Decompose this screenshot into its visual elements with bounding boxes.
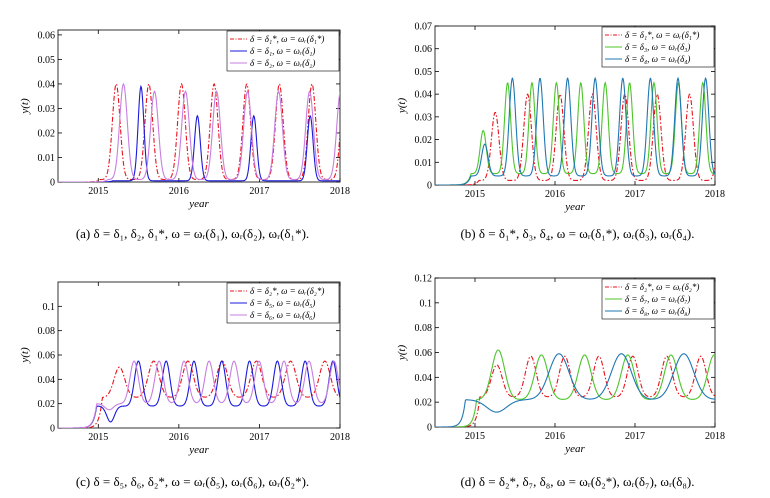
x-tick-label: 2018 — [705, 431, 725, 442]
legend-label: δ = δ₃, ω = ωᵣ(δ₃) — [625, 42, 690, 52]
y-tick-label: 0.03 — [415, 112, 433, 123]
legend-label: δ = δ₇, ω = ωᵣ(δ₇) — [625, 294, 690, 304]
series-line-0 — [435, 93, 715, 185]
series-line-1 — [435, 81, 715, 185]
y-tick-label: 0.03 — [38, 104, 56, 115]
y-tick-label: 0 — [427, 423, 432, 434]
y-tick-label: 0.07 — [415, 22, 433, 33]
x-axis-label: year — [188, 444, 209, 456]
x-tick-label: 2018 — [330, 186, 350, 197]
series-group — [435, 76, 715, 185]
legend-label: δ = δ₁, ω = ωᵣ(δ₁) — [250, 46, 315, 56]
x-axis-label: year — [564, 443, 585, 455]
y-tick-label: 0 — [50, 178, 55, 189]
series-line-2 — [435, 76, 715, 185]
series-line-1 — [58, 84, 340, 182]
series-line-2 — [435, 353, 715, 427]
y-tick-label: 0.06 — [38, 351, 56, 362]
series-group — [58, 82, 340, 182]
x-tick-label: 2017 — [625, 189, 645, 200]
caption-d: (d) δ = δ₂*, δ₇, δ₈, ω = ωᵣ(δ₂*), ωᵣ(δ₇)… — [460, 474, 695, 489]
x-tick-label: 2017 — [625, 431, 645, 442]
x-tick-label: 2016 — [169, 432, 189, 443]
y-axis-label: y(t) — [19, 347, 31, 364]
legend-label: δ = δ₆, ω = ωᵣ(δ₆) — [250, 310, 315, 320]
y-tick-label: 0.02 — [415, 398, 433, 409]
y-tick-label: 0.06 — [38, 30, 56, 41]
series-line-2 — [58, 360, 340, 428]
y-tick-label: 0.01 — [415, 158, 433, 169]
series-line-1 — [58, 360, 340, 428]
chart-panel-d: 2015 2016 2017 2018 0 0.02 0.04 0.06 0.08 0.1 0.12… — [396, 274, 725, 456]
series-group — [58, 360, 340, 428]
chart-panel-a: 2015 2016 2017 2018 0 0.01 0.02 0.03 0.04 0.05 0.0… — [19, 29, 350, 210]
y-tick-label: 0.1 — [420, 298, 433, 309]
x-tick-label: 2016 — [545, 431, 565, 442]
chart-panel-c: 2015 2016 2017 2018 0 0.02 0.04 0.06 0.08 0.1 year… — [19, 281, 350, 456]
y-axis-label: y(t) — [396, 345, 408, 362]
y-tick-label: 0 — [427, 181, 432, 192]
x-tick-label: 2015 — [88, 432, 108, 443]
caption-b: (b) δ = δ₁*, δ₃, δ₄, ω = ωᵣ(δ₁*), ωᵣ(δ₃)… — [460, 226, 695, 241]
x-tick-label: 2018 — [330, 432, 350, 443]
y-tick-label: 0.08 — [38, 326, 56, 337]
y-tick-label: 0.02 — [38, 128, 56, 139]
y-tick-label: 0.05 — [415, 67, 433, 78]
y-tick-label: 0.08 — [415, 323, 433, 334]
x-tick-label: 2015 — [88, 186, 108, 197]
legend-box — [601, 26, 715, 68]
legend-label: δ = δ₁*, ω = ωᵣ(δ₁*) — [625, 30, 699, 40]
series-group — [435, 349, 715, 427]
x-axis-label: year — [564, 201, 585, 213]
y-axis-label: y(t) — [396, 98, 408, 115]
legend-label: δ = δ₂, ω = ωᵣ(δ₂) — [250, 58, 315, 68]
caption-c: (c) δ = δ₅, δ₆, δ₂*, ω = ωᵣ(δ₅), ωᵣ(δ₆),… — [75, 474, 310, 489]
y-tick-label: 0.1 — [43, 302, 56, 313]
y-tick-label: 0.12 — [415, 274, 433, 285]
x-tick-label: 2017 — [249, 186, 269, 197]
y-axis-label: y(t) — [19, 98, 31, 115]
x-tick-label: 2016 — [169, 186, 189, 197]
x-tick-label: 2018 — [705, 189, 725, 200]
series-line-2 — [58, 82, 340, 182]
x-tick-label: 2017 — [249, 432, 269, 443]
y-tick-label: 0.06 — [415, 44, 433, 55]
chart-panel-b: 2015 2016 2017 2018 0 0.01 0.02 0.03 0.04 0.05 0.0… — [396, 22, 725, 214]
x-tick-label: 2015 — [465, 189, 485, 200]
legend-label: δ = δ₈, ω = ωᵣ(δ₈) — [625, 306, 690, 316]
legend-label: δ = δ₂*, ω = ωᵣ(δ₂*) — [250, 286, 324, 296]
legend-label: δ = δ₂*, ω = ωᵣ(δ₂*) — [625, 282, 699, 292]
x-tick-label: 2015 — [465, 431, 485, 442]
x-axis-label: year — [188, 198, 209, 210]
y-tick-label: 0.04 — [38, 79, 56, 90]
y-tick-label: 0.02 — [38, 399, 56, 410]
y-tick-label: 0 — [50, 424, 55, 435]
series-line-1 — [435, 349, 715, 427]
y-tick-label: 0.06 — [415, 348, 433, 359]
legend-label: δ = δ₁*, ω = ωᵣ(δ₁*) — [250, 34, 324, 44]
caption-a: (a) δ = δ₁, δ₂, δ₁*, ω = ωᵣ(δ₁), ωᵣ(δ₂),… — [75, 226, 310, 241]
y-tick-label: 0.01 — [38, 153, 56, 164]
y-tick-label: 0.02 — [415, 135, 433, 146]
series-line-0 — [58, 360, 340, 428]
legend-label: δ = δ₅, ω = ωᵣ(δ₅) — [250, 298, 315, 308]
y-tick-label: 0.04 — [38, 375, 56, 386]
y-tick-label: 0.04 — [415, 90, 433, 101]
x-tick-label: 2016 — [545, 189, 565, 200]
y-tick-label: 0.04 — [415, 373, 433, 384]
y-tick-label: 0.05 — [38, 55, 56, 66]
legend-label: δ = δ₄, ω = ωᵣ(δ₄) — [625, 54, 690, 64]
